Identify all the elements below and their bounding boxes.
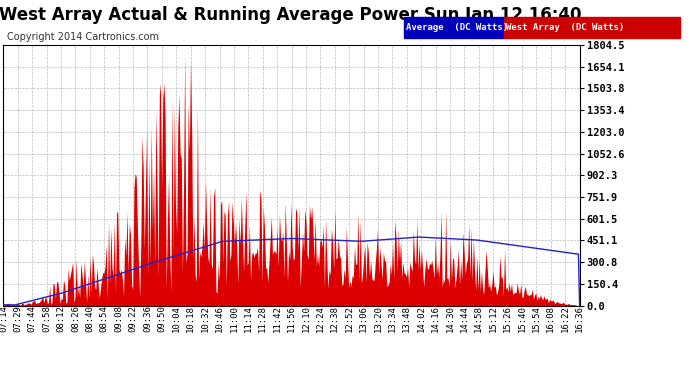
Text: 15:12: 15:12: [489, 306, 497, 333]
Text: 07:14: 07:14: [0, 306, 8, 333]
Text: 13:06: 13:06: [359, 306, 368, 333]
Text: 12:52: 12:52: [344, 306, 354, 333]
Text: 11:00: 11:00: [229, 306, 239, 333]
Text: 14:16: 14:16: [431, 306, 440, 333]
Text: 07:44: 07:44: [28, 306, 37, 333]
Text: 14:44: 14:44: [460, 306, 469, 333]
Text: Copyright 2014 Cartronics.com: Copyright 2014 Cartronics.com: [7, 32, 159, 42]
Text: 12:24: 12:24: [316, 306, 325, 333]
Text: 10:18: 10:18: [186, 306, 195, 333]
Text: 12:38: 12:38: [331, 306, 339, 333]
Text: 10:04: 10:04: [172, 306, 181, 333]
Text: 16:08: 16:08: [546, 306, 555, 333]
Text: 07:29: 07:29: [13, 306, 22, 333]
Text: 15:40: 15:40: [518, 306, 526, 333]
Text: 09:36: 09:36: [143, 306, 152, 333]
Text: 11:42: 11:42: [273, 306, 282, 333]
Text: 10:32: 10:32: [201, 306, 210, 333]
Text: 16:36: 16:36: [575, 306, 584, 333]
Text: Average  (DC Watts): Average (DC Watts): [406, 22, 509, 32]
Text: 14:02: 14:02: [417, 306, 426, 333]
Text: 07:58: 07:58: [42, 306, 51, 333]
Text: West Array  (DC Watts): West Array (DC Watts): [506, 22, 624, 32]
Text: 15:26: 15:26: [503, 306, 512, 333]
Text: 13:48: 13:48: [402, 306, 411, 333]
Text: 11:14: 11:14: [244, 306, 253, 333]
Text: 08:40: 08:40: [86, 306, 95, 333]
Text: 13:20: 13:20: [373, 306, 382, 333]
Text: 08:26: 08:26: [71, 306, 80, 333]
Text: 14:30: 14:30: [446, 306, 455, 333]
Text: 09:50: 09:50: [157, 306, 166, 333]
Text: West Array Actual & Running Average Power Sun Jan 12 16:40: West Array Actual & Running Average Powe…: [0, 6, 581, 24]
Text: 09:22: 09:22: [128, 306, 137, 333]
Text: 08:54: 08:54: [100, 306, 109, 333]
Text: 11:56: 11:56: [287, 306, 296, 333]
Text: 15:54: 15:54: [532, 306, 541, 333]
Text: 08:12: 08:12: [57, 306, 66, 333]
Text: 11:28: 11:28: [258, 306, 267, 333]
Text: 12:10: 12:10: [302, 306, 310, 333]
Text: 13:34: 13:34: [388, 306, 397, 333]
Text: 09:08: 09:08: [114, 306, 124, 333]
Text: 14:58: 14:58: [474, 306, 483, 333]
Text: 10:46: 10:46: [215, 306, 224, 333]
Text: 16:22: 16:22: [561, 306, 570, 333]
